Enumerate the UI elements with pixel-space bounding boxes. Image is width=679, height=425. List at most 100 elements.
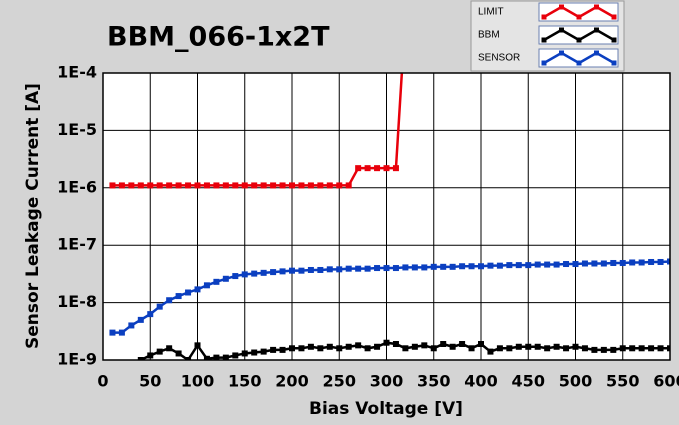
data-point (619, 345, 626, 352)
data-point (591, 260, 598, 267)
x-tick-label: 100 (181, 372, 214, 391)
data-point (185, 289, 192, 296)
data-point (629, 345, 636, 352)
data-point (156, 182, 163, 189)
data-point (185, 357, 192, 360)
data-point (459, 263, 466, 270)
data-point (629, 259, 636, 266)
data-point (487, 348, 494, 355)
data-point (194, 342, 201, 349)
data-point (241, 182, 248, 189)
data-point (610, 346, 617, 353)
data-point (374, 343, 381, 350)
data-point (496, 262, 503, 269)
data-point (251, 270, 258, 277)
data-point (383, 339, 390, 346)
data-point (364, 265, 371, 272)
data-point (392, 165, 399, 172)
legend-label: SENSOR (478, 53, 520, 64)
data-point (279, 346, 286, 353)
data-point (402, 345, 409, 352)
data-point (468, 345, 475, 352)
data-point (591, 346, 598, 353)
data-point (345, 265, 352, 272)
data-point (572, 343, 579, 350)
data-point (515, 343, 522, 350)
data-point (307, 182, 314, 189)
data-point (222, 182, 229, 189)
data-point (440, 340, 447, 347)
data-point (392, 340, 399, 347)
data-point (260, 348, 267, 355)
data-point (610, 259, 617, 266)
x-tick-label: 250 (323, 372, 356, 391)
data-point (392, 265, 399, 272)
data-point (232, 352, 239, 359)
data-point (166, 297, 173, 304)
data-point (600, 260, 607, 267)
plot-border (102, 72, 671, 361)
data-point (147, 352, 154, 359)
y-tick-label: 1E-8 (57, 292, 97, 311)
data-point (648, 258, 655, 265)
data-point (572, 261, 579, 268)
legend-marker (576, 37, 582, 43)
data-point (430, 345, 437, 352)
data-point (374, 165, 381, 172)
data-point (638, 345, 645, 352)
data-point (203, 282, 210, 289)
x-tick-label: 0 (97, 372, 108, 391)
data-point (289, 345, 295, 352)
data-point (194, 286, 201, 293)
data-point (251, 349, 258, 356)
x-tick-label: 50 (139, 372, 161, 391)
x-axis-label: Bias Voltage [V] (309, 399, 463, 419)
data-point (496, 345, 503, 352)
data-point (128, 322, 135, 329)
data-point (241, 350, 248, 357)
data-point (289, 267, 295, 274)
y-tick-label: 1E-6 (57, 177, 97, 196)
data-point (336, 266, 343, 273)
data-point (657, 345, 664, 352)
data-point (194, 182, 201, 189)
data-point (241, 271, 248, 278)
data-point (619, 259, 626, 266)
data-point (137, 182, 144, 189)
legend-marker (576, 60, 582, 66)
data-point (232, 273, 239, 280)
data-point (657, 258, 664, 265)
data-point (118, 182, 125, 189)
data-point (525, 343, 532, 350)
data-point (185, 182, 192, 189)
legend-marker (541, 37, 547, 43)
data-point (307, 343, 314, 350)
data-point (544, 345, 551, 352)
data-point (166, 182, 173, 189)
legend-marker (594, 4, 599, 10)
data-point (430, 263, 437, 270)
data-point (222, 354, 229, 360)
legend-marker (611, 14, 617, 20)
data-point (213, 354, 220, 360)
legend-marker (594, 27, 599, 33)
data-point (307, 266, 314, 273)
data-point (534, 343, 541, 350)
data-point (251, 182, 258, 189)
y-tick-label: 1E-9 (57, 350, 97, 369)
data-point (298, 267, 305, 274)
x-tick-label: 150 (228, 372, 261, 391)
data-point (156, 303, 163, 310)
data-point (364, 165, 371, 172)
legend-marker (541, 60, 547, 66)
y-tick-label: 1E-7 (57, 235, 97, 254)
data-point (175, 182, 182, 189)
data-point (279, 182, 286, 189)
data-point (166, 345, 173, 352)
data-point (421, 342, 428, 349)
data-point (440, 263, 447, 270)
data-point (563, 261, 570, 268)
y-tick-label: 1E-5 (57, 120, 97, 139)
data-point (563, 345, 570, 352)
